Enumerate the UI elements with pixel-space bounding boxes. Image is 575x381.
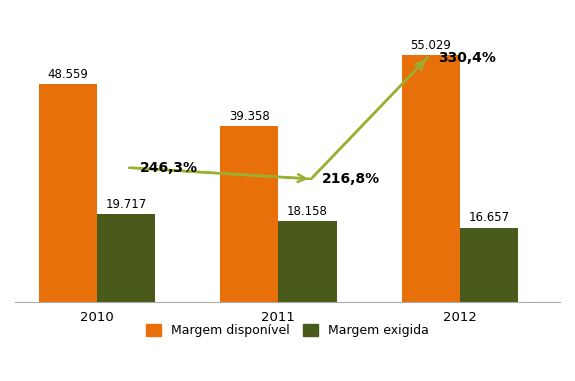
Bar bbox=[278, 221, 336, 303]
Text: 55.029: 55.029 bbox=[411, 39, 451, 52]
Bar bbox=[402, 55, 460, 303]
Text: 19.717: 19.717 bbox=[105, 198, 147, 211]
Text: 246,3%: 246,3% bbox=[140, 161, 198, 175]
Bar bbox=[220, 126, 278, 303]
Text: 48.559: 48.559 bbox=[47, 68, 88, 81]
Bar bbox=[39, 84, 97, 303]
Legend: Margem disponível, Margem exigida: Margem disponível, Margem exigida bbox=[141, 319, 434, 342]
Text: 16.657: 16.657 bbox=[469, 211, 509, 224]
Bar bbox=[460, 227, 518, 303]
Text: 39.358: 39.358 bbox=[229, 109, 270, 123]
Bar bbox=[97, 214, 155, 303]
Text: 18.158: 18.158 bbox=[287, 205, 328, 218]
Text: 216,8%: 216,8% bbox=[322, 172, 380, 186]
Text: 330,4%: 330,4% bbox=[438, 51, 496, 65]
